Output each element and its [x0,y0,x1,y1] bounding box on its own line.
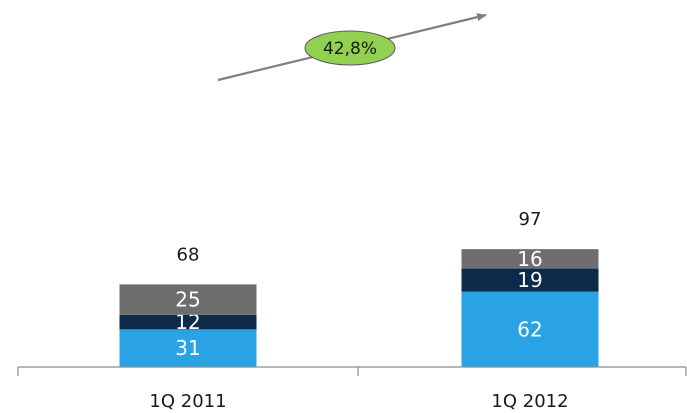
segment-value-label: 62 [517,317,542,341]
segment-value-label: 31 [175,336,200,360]
bar-segment-1q-2011-1 [119,329,257,367]
segment-value-label: 16 [517,247,542,271]
segment-value-label: 25 [175,288,200,312]
bar-total-label: 97 [519,209,542,230]
growth-badge [304,30,396,66]
growth-annotation: 42,8% [217,13,487,82]
bar-segment-1q-2012-2 [461,268,599,292]
category-label: 1Q 2011 [149,391,226,412]
category-label: 1Q 2012 [491,391,568,412]
x-axis: 1Q 2011 1Q 2012 [17,366,687,412]
bar-segment-1q-2012-1 [461,291,599,367]
bar-total-label: 68 [177,244,200,265]
growth-rate-label: 42,8% [323,39,377,59]
bar-segment-1q-2011-2 [119,314,257,330]
bar-segment-1q-2012-3 [461,249,599,269]
bar-segment-1q-2011-3 [119,284,257,315]
segment-value-label: 19 [517,268,542,292]
